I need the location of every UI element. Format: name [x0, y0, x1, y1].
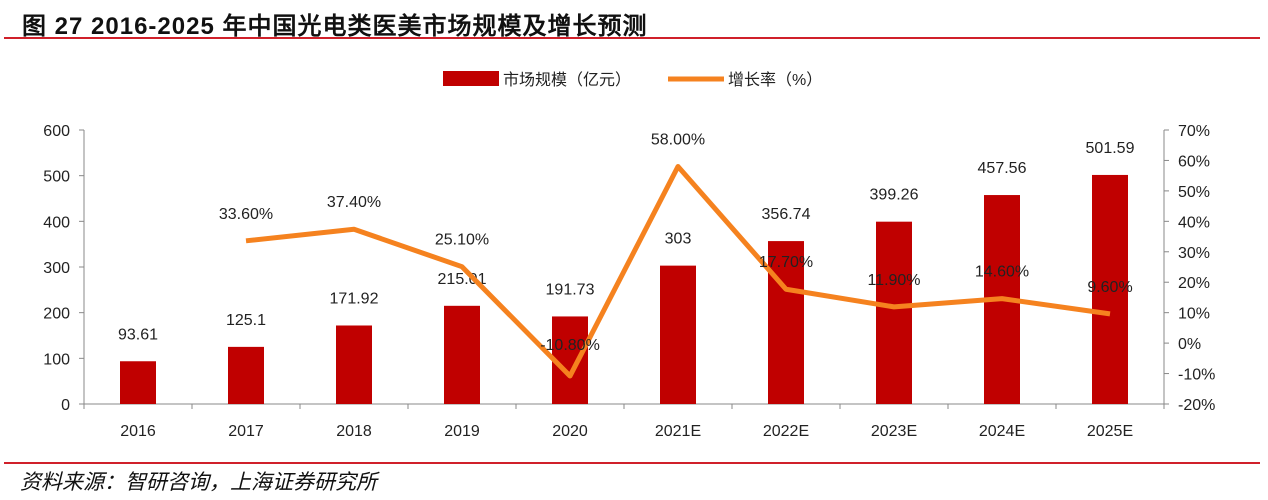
line-data-label: 11.90%	[867, 272, 920, 289]
bar-data-label: 501.59	[1086, 140, 1135, 157]
bar	[660, 265, 696, 404]
y-tick-label: 100	[43, 351, 70, 368]
bar-data-label: 93.61	[118, 326, 158, 343]
x-tick-label: 2017	[228, 423, 264, 440]
y-tick-label: 600	[43, 123, 70, 140]
y-tick-label: 200	[43, 306, 70, 323]
y-tick-label: 300	[43, 260, 70, 277]
legend-label-bar: 市场规模（亿元）	[503, 71, 631, 89]
y2-tick-label: -20%	[1178, 397, 1215, 414]
y-tick-label: 400	[43, 214, 70, 231]
y2-tick-label: -10%	[1178, 367, 1215, 384]
x-tick-label: 2016	[120, 423, 156, 440]
y2-tick-label: 60%	[1178, 153, 1210, 170]
bar	[1092, 174, 1128, 404]
x-tick-label: 2020	[552, 423, 588, 440]
bar-data-label: 356.74	[762, 206, 811, 223]
y2-tick-label: 10%	[1178, 306, 1210, 323]
chart-title: 图 27 2016-2025 年中国光电类医美市场规模及增长预测	[22, 13, 648, 40]
footer-divider	[4, 462, 1260, 464]
bar-data-label: 215.01	[438, 271, 487, 288]
legend-swatch-bar	[443, 71, 499, 86]
bar	[552, 316, 588, 404]
title-divider	[4, 37, 1260, 39]
y-tick-label: 0	[61, 397, 70, 414]
line-data-label: 14.60%	[975, 264, 1029, 281]
line-data-label: 37.40%	[327, 194, 381, 211]
line-data-label: 33.60%	[219, 206, 273, 223]
bar	[444, 305, 480, 404]
x-tick-label: 2018	[336, 423, 372, 440]
line-data-label: -10.80%	[540, 337, 600, 354]
bar-data-label: 399.26	[870, 187, 919, 204]
bar	[876, 221, 912, 404]
line-data-label: 9.60%	[1087, 279, 1132, 296]
line-data-label: 17.70%	[759, 254, 813, 271]
y-tick-label: 500	[43, 169, 70, 186]
bar	[228, 346, 264, 404]
bar-data-label: 171.92	[330, 290, 379, 307]
bar	[336, 325, 372, 404]
y2-tick-label: 0%	[1178, 336, 1201, 353]
x-tick-label: 2023E	[871, 423, 917, 440]
x-tick-label: 2022E	[763, 423, 809, 440]
legend-label-line: 增长率（%）	[728, 71, 822, 89]
y2-tick-label: 30%	[1178, 245, 1210, 262]
bar-data-label: 457.56	[978, 160, 1027, 177]
x-tick-label: 2021E	[655, 423, 701, 440]
bar-data-label: 191.73	[546, 281, 595, 298]
y2-tick-label: 70%	[1178, 123, 1210, 140]
bar	[768, 241, 804, 404]
bar-data-label: 303	[665, 231, 692, 248]
source-note: 资料来源：智研咨询，上海证券研究所	[20, 470, 377, 494]
y2-tick-label: 20%	[1178, 275, 1210, 292]
bar	[120, 361, 156, 404]
line-data-label: 58.00%	[651, 132, 705, 149]
x-tick-label: 2019	[444, 423, 480, 440]
x-tick-label: 2025E	[1087, 423, 1133, 440]
x-tick-label: 2024E	[979, 423, 1025, 440]
line-data-label: 25.10%	[435, 232, 489, 249]
y2-tick-label: 40%	[1178, 214, 1210, 231]
bar-data-label: 125.1	[226, 312, 266, 329]
y2-tick-label: 50%	[1178, 184, 1210, 201]
